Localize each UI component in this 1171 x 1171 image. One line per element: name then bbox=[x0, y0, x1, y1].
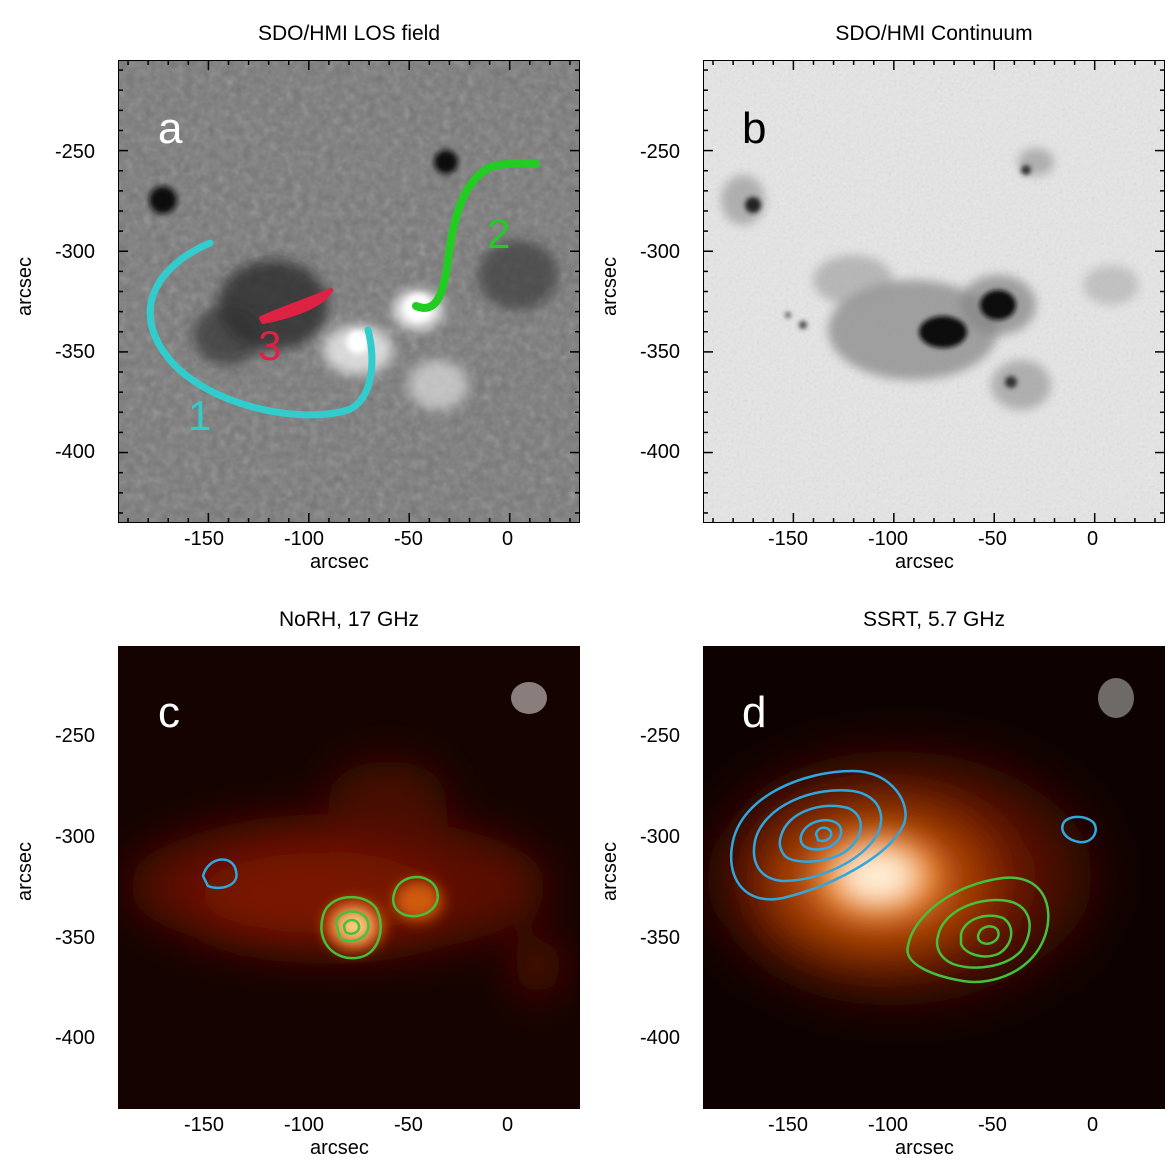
curve-label-1: 1 bbox=[188, 392, 212, 439]
b-ytick-400: -400 bbox=[640, 441, 681, 463]
curve-label-2: 2 bbox=[487, 210, 511, 257]
c-xlabel: arcsec bbox=[310, 1137, 369, 1159]
a-ylabel: arcsec bbox=[13, 257, 36, 316]
d-xtick-50: -50 bbox=[978, 1114, 1007, 1136]
panel-c-image bbox=[118, 646, 580, 1109]
d-ylabel: arcsec bbox=[598, 842, 621, 901]
d-green-contour-2 bbox=[935, 898, 1031, 969]
panel-d-title: SSRT, 5.7 GHz bbox=[863, 608, 1005, 631]
d-ytick-350: -350 bbox=[640, 927, 681, 949]
b-ylabel: arcsec bbox=[598, 257, 621, 316]
d-xlabel: arcsec bbox=[895, 1137, 954, 1159]
panel-c-title: NoRH, 17 GHz bbox=[278, 608, 420, 631]
d-ytick-300: -300 bbox=[640, 826, 681, 848]
b-xlabel: arcsec bbox=[895, 551, 954, 573]
a-xtick-0: 0 bbox=[502, 528, 514, 550]
panel-b-title: SDO/HMI Continuum bbox=[835, 22, 1033, 45]
panel-a-image bbox=[118, 60, 580, 523]
norh-svg bbox=[118, 646, 580, 1109]
c-xtick-50: -50 bbox=[394, 1114, 423, 1136]
d-blue-contour-3 bbox=[778, 804, 862, 863]
panel-b-letter: b bbox=[742, 104, 767, 153]
loop-1-curve bbox=[146, 239, 376, 419]
c-ytick-250: -250 bbox=[55, 725, 96, 747]
c-ytick-350: -350 bbox=[55, 927, 96, 949]
d-xtick-150: -150 bbox=[768, 1114, 809, 1136]
panel-d-image bbox=[703, 646, 1165, 1109]
d-blue-contour-1 bbox=[729, 769, 907, 901]
panel-c-letter: c bbox=[158, 688, 180, 737]
magnetogram-svg bbox=[118, 60, 580, 523]
a-xtick-100: -100 bbox=[284, 528, 325, 550]
c-beam-ellipse bbox=[511, 682, 547, 714]
d-xtick-100: -100 bbox=[868, 1114, 909, 1136]
panel-b-image bbox=[703, 60, 1165, 523]
panel-a-title: SDO/HMI LOS field bbox=[257, 22, 441, 45]
curve-label-3: 3 bbox=[258, 322, 282, 369]
c-green-contour-outer bbox=[320, 895, 382, 960]
a-ytick-250: -250 bbox=[55, 141, 96, 163]
a-xtick-50: -50 bbox=[394, 528, 423, 550]
b-xtick-100: -100 bbox=[868, 528, 909, 550]
ssrt-core bbox=[818, 836, 938, 916]
c-xtick-150: -150 bbox=[184, 1114, 225, 1136]
panel-a-letter: a bbox=[158, 104, 183, 153]
d-blue-contour-2 bbox=[752, 789, 883, 883]
b-ytick-350: -350 bbox=[640, 341, 681, 363]
umbrae bbox=[745, 165, 1031, 388]
c-xtick-0: 0 bbox=[502, 1114, 514, 1136]
a-ytick-300: -300 bbox=[55, 241, 96, 263]
continuum-svg bbox=[703, 60, 1165, 523]
d-ytick-400: -400 bbox=[640, 1027, 681, 1049]
a-ytick-400: -400 bbox=[55, 441, 96, 463]
b-xtick-50: -50 bbox=[978, 528, 1007, 550]
d-blue-contour-small bbox=[1061, 815, 1097, 844]
panel-d-letter: d bbox=[742, 688, 767, 737]
d-green-contour-3 bbox=[959, 914, 1013, 958]
c-green-contour-mid bbox=[334, 910, 370, 943]
penumbrae bbox=[721, 148, 1139, 410]
loop-3-curve bbox=[259, 288, 333, 324]
d-beam-ellipse bbox=[1098, 678, 1134, 718]
c-blue-contour bbox=[201, 858, 238, 890]
c-green-contour-right bbox=[392, 875, 439, 918]
loop-2-curve bbox=[412, 159, 540, 312]
b-ytick-250: -250 bbox=[640, 141, 681, 163]
d-blue-contour-4 bbox=[799, 819, 843, 851]
c-ytick-400: -400 bbox=[55, 1027, 96, 1049]
c-green-contour-inner bbox=[342, 918, 361, 935]
ssrt-svg bbox=[703, 646, 1165, 1109]
a-ytick-350: -350 bbox=[55, 341, 96, 363]
d-green-contour-4 bbox=[976, 925, 1000, 945]
c-ytick-300: -300 bbox=[55, 826, 96, 848]
c-ylabel: arcsec bbox=[13, 842, 36, 901]
d-blue-contour-5 bbox=[814, 826, 833, 843]
b-ytick-300: -300 bbox=[640, 241, 681, 263]
b-xtick-150: -150 bbox=[768, 528, 809, 550]
d-green-contour-1 bbox=[906, 876, 1050, 984]
c-xtick-100: -100 bbox=[284, 1114, 325, 1136]
norh-sources bbox=[324, 881, 442, 952]
d-ytick-250: -250 bbox=[640, 725, 681, 747]
b-xtick-0: 0 bbox=[1087, 528, 1099, 550]
d-xtick-0: 0 bbox=[1087, 1114, 1099, 1136]
a-xtick-150: -150 bbox=[184, 528, 225, 550]
a-xlabel: arcsec bbox=[310, 551, 369, 573]
